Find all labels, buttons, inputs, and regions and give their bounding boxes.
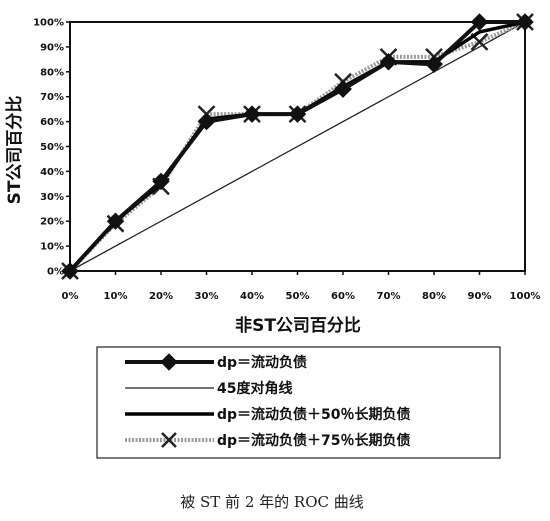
- x-tick-label: 10%: [104, 291, 128, 302]
- y-tick-label: 40%: [40, 167, 64, 178]
- x-tick-label: 50%: [286, 291, 310, 302]
- y-tick-label: 10%: [40, 242, 64, 253]
- y-tick-label: 90%: [40, 42, 64, 53]
- legend-item-1: dp＝流动负债: [125, 353, 307, 371]
- legend-item-4: dp＝流动负债＋75％长期负债: [125, 432, 411, 449]
- data-point: [288, 105, 307, 123]
- data-point: [470, 13, 489, 31]
- x-tick-label: 20%: [149, 291, 173, 302]
- legend-label: dp＝流动负债＋75％长期负债: [217, 432, 411, 449]
- data-point: [106, 212, 125, 230]
- y-tick-label: 0%: [47, 267, 64, 278]
- x-tick-label: 40%: [240, 291, 264, 302]
- data-point: [197, 112, 216, 131]
- figure-caption: 被 ST 前 2 年的 ROC 曲线: [180, 493, 364, 511]
- y-tick-label: 60%: [40, 117, 64, 128]
- data-point: [425, 55, 443, 74]
- series-2: [69, 21, 526, 272]
- series-1: [61, 13, 534, 280]
- legend-marker: [160, 353, 178, 371]
- legend-label: 45度对角线: [217, 380, 292, 397]
- x-tick-label: 80%: [422, 291, 446, 302]
- legend-item-3: dp＝流动负债＋50％长期负债: [125, 406, 411, 423]
- legend-item-2: 45度对角线: [125, 380, 292, 397]
- y-tick-label: 100%: [33, 18, 64, 29]
- series-layer: [61, 13, 534, 280]
- data-point: [516, 13, 534, 31]
- x-tick-label: 70%: [377, 291, 401, 302]
- y-axis-title: ST公司百分比: [4, 96, 25, 205]
- x-marker-stroke: [161, 432, 177, 448]
- x-tick-label: 60%: [331, 291, 355, 302]
- data-point: [334, 80, 352, 98]
- series-line: [69, 21, 526, 272]
- y-tick-label: 80%: [40, 67, 64, 78]
- axes: 0% 10% 20% 30% 40% 50% 60% 70% 80% 90% 100% 0% 10% 20…: [33, 18, 540, 303]
- legend-label: dp＝流动负债: [217, 354, 307, 371]
- y-tick-label: 20%: [40, 217, 64, 228]
- x-marker-stroke: [470, 33, 489, 51]
- data-point: [61, 262, 79, 280]
- x-tick-label: 0%: [62, 291, 79, 302]
- legend: dp＝流动负债 45度对角线 dp＝流动负债＋50％长期负债 dp＝流动负债＋75％长…: [96, 346, 501, 459]
- data-point: [243, 105, 261, 123]
- x-tick-label: 30%: [195, 291, 219, 302]
- x-tick-label: 100%: [510, 291, 541, 302]
- y-tick-label: 70%: [40, 92, 64, 103]
- legend-label: dp＝流动负债＋50％长期负债: [217, 406, 411, 423]
- y-tick-label: 30%: [40, 192, 64, 203]
- x-tick-label: 90%: [468, 291, 492, 302]
- y-tick-label: 50%: [40, 142, 64, 153]
- data-point: [152, 172, 170, 191]
- x-axis-title: 非ST公司百分比: [235, 315, 361, 336]
- legend-marker: [161, 432, 177, 448]
- data-point: [379, 53, 398, 71]
